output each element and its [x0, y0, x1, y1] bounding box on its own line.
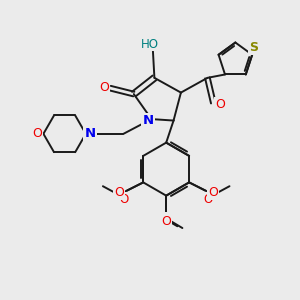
Text: N: N: [84, 127, 95, 140]
Text: O: O: [115, 186, 124, 199]
Text: S: S: [249, 41, 258, 54]
Text: O: O: [99, 81, 109, 94]
Text: O: O: [208, 186, 218, 199]
Text: O: O: [32, 127, 42, 140]
Text: O: O: [120, 193, 129, 206]
Text: HO: HO: [141, 38, 159, 50]
Text: O: O: [161, 215, 171, 228]
Text: O: O: [162, 213, 171, 226]
Text: O: O: [203, 193, 213, 206]
Text: N: N: [142, 114, 154, 127]
Text: O: O: [215, 98, 225, 111]
